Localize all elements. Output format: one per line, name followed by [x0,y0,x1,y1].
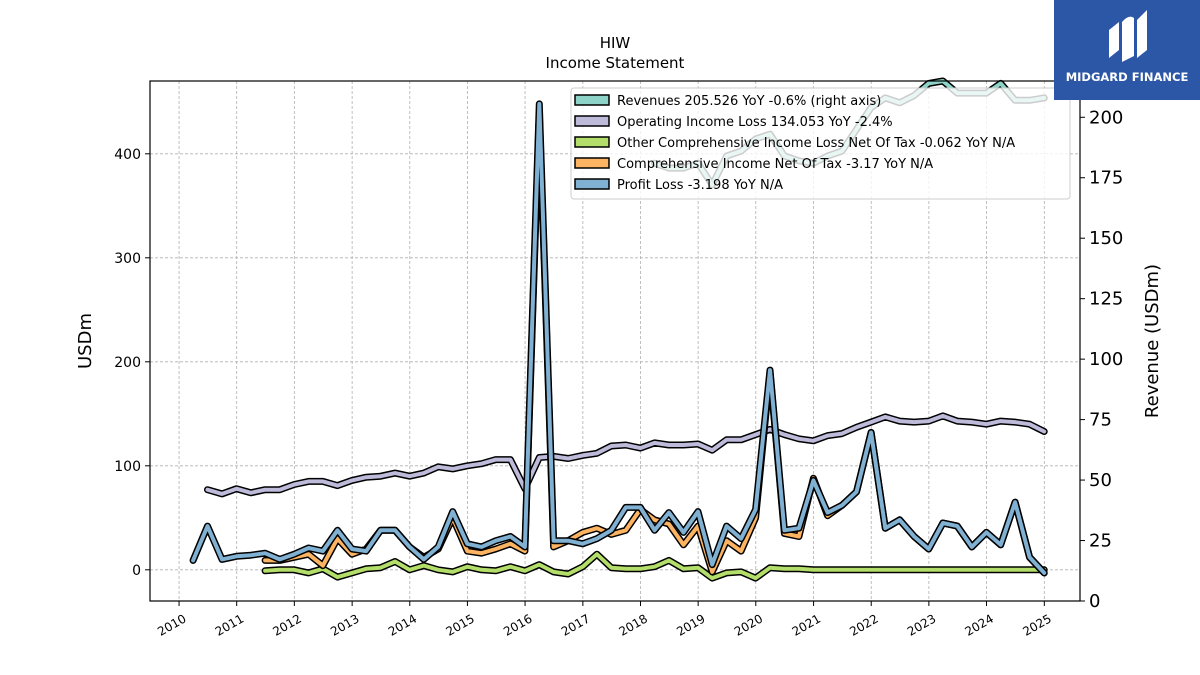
legend-swatch [574,115,610,127]
x-tick-label: 2021 [790,611,823,638]
legend-label: Profit Loss -3.198 YoY N/A [617,178,783,193]
series-line-2 [263,552,1047,581]
x-tick-label: 2024 [963,611,996,638]
x-tick-label: 2013 [328,611,361,638]
legend-swatch [574,157,610,169]
y-tick-label: 400 [114,147,141,163]
chart-title: HIW [600,34,631,52]
x-tick-label: 2012 [270,611,303,638]
x-tick-label: 2015 [443,611,476,638]
y2-tick-label: 150 [1089,228,1123,249]
x-tick-label: 2010 [155,611,188,638]
y-tick-label: 200 [114,355,141,371]
series-line-4 [191,101,1047,575]
legend-label: Comprehensive Income Net Of Tax -3.17 Yo… [617,157,933,172]
legend: Revenues 205.526 YoY -0.6% (right axis) O… [570,87,1071,200]
series-outline-1 [204,412,1048,498]
legend-swatch [574,94,610,106]
y2-tick-label: 25 [1089,531,1112,552]
x-tick-label: 2022 [847,611,880,638]
legend-swatch [574,178,610,190]
y2-tick-label: 200 [1089,107,1123,128]
x-tick-label: 2023 [905,611,938,638]
x-tick-label: 2019 [674,611,707,638]
legend-label: Revenues 205.526 YoY -0.6% (right axis) [617,94,881,109]
plot-frame [149,80,1081,602]
x-tick-label: 2014 [386,611,419,638]
x-tick-label: 2011 [213,611,246,638]
legend-box [570,87,1071,200]
x-tick-label: 2025 [1020,611,1053,638]
y2-tick-label: 100 [1089,349,1123,370]
brand-logo: MIDGARD FINANCE [1054,0,1200,100]
legend-label: Operating Income Loss 134.053 YoY -2.4% [617,115,893,130]
x-tick-label: 2020 [732,611,765,638]
legend-swatch [574,136,610,148]
x-tick-label: 2016 [501,611,534,638]
series-line-1 [205,413,1047,496]
y-tick-label: 0 [132,563,141,579]
x-tick-label: 2018 [617,611,650,638]
y-axis-label: USDm [75,313,96,369]
y-tick-label: 300 [114,251,141,267]
logo-name: MIDGARD FINANCE [1065,70,1189,84]
y2-axis-label: Revenue (USDm) [1142,264,1163,418]
y2-tick-label: 175 [1089,168,1123,189]
y-axis-left: 0 100 200 300 400 [114,147,150,579]
legend-label: Other Comprehensive Income Loss Net Of T… [617,136,1015,151]
y2-tick-label: 0 [1089,591,1100,612]
x-axis: 2010 2011 2012 2013 2014 2015 2016 2017 2018 2019… [155,601,1054,639]
y2-tick-label: 75 [1089,410,1112,431]
x-tick-label: 2017 [559,611,592,638]
y2-tick-label: 125 [1089,289,1123,310]
y-axis-right: 0 25 50 75 100 125 150 175 200 [1080,107,1123,612]
chart-subtitle: Income Statement [546,54,685,72]
y-tick-label: 100 [114,459,141,475]
logo-mark-icon [1109,10,1147,63]
y2-tick-label: 50 [1089,470,1112,491]
